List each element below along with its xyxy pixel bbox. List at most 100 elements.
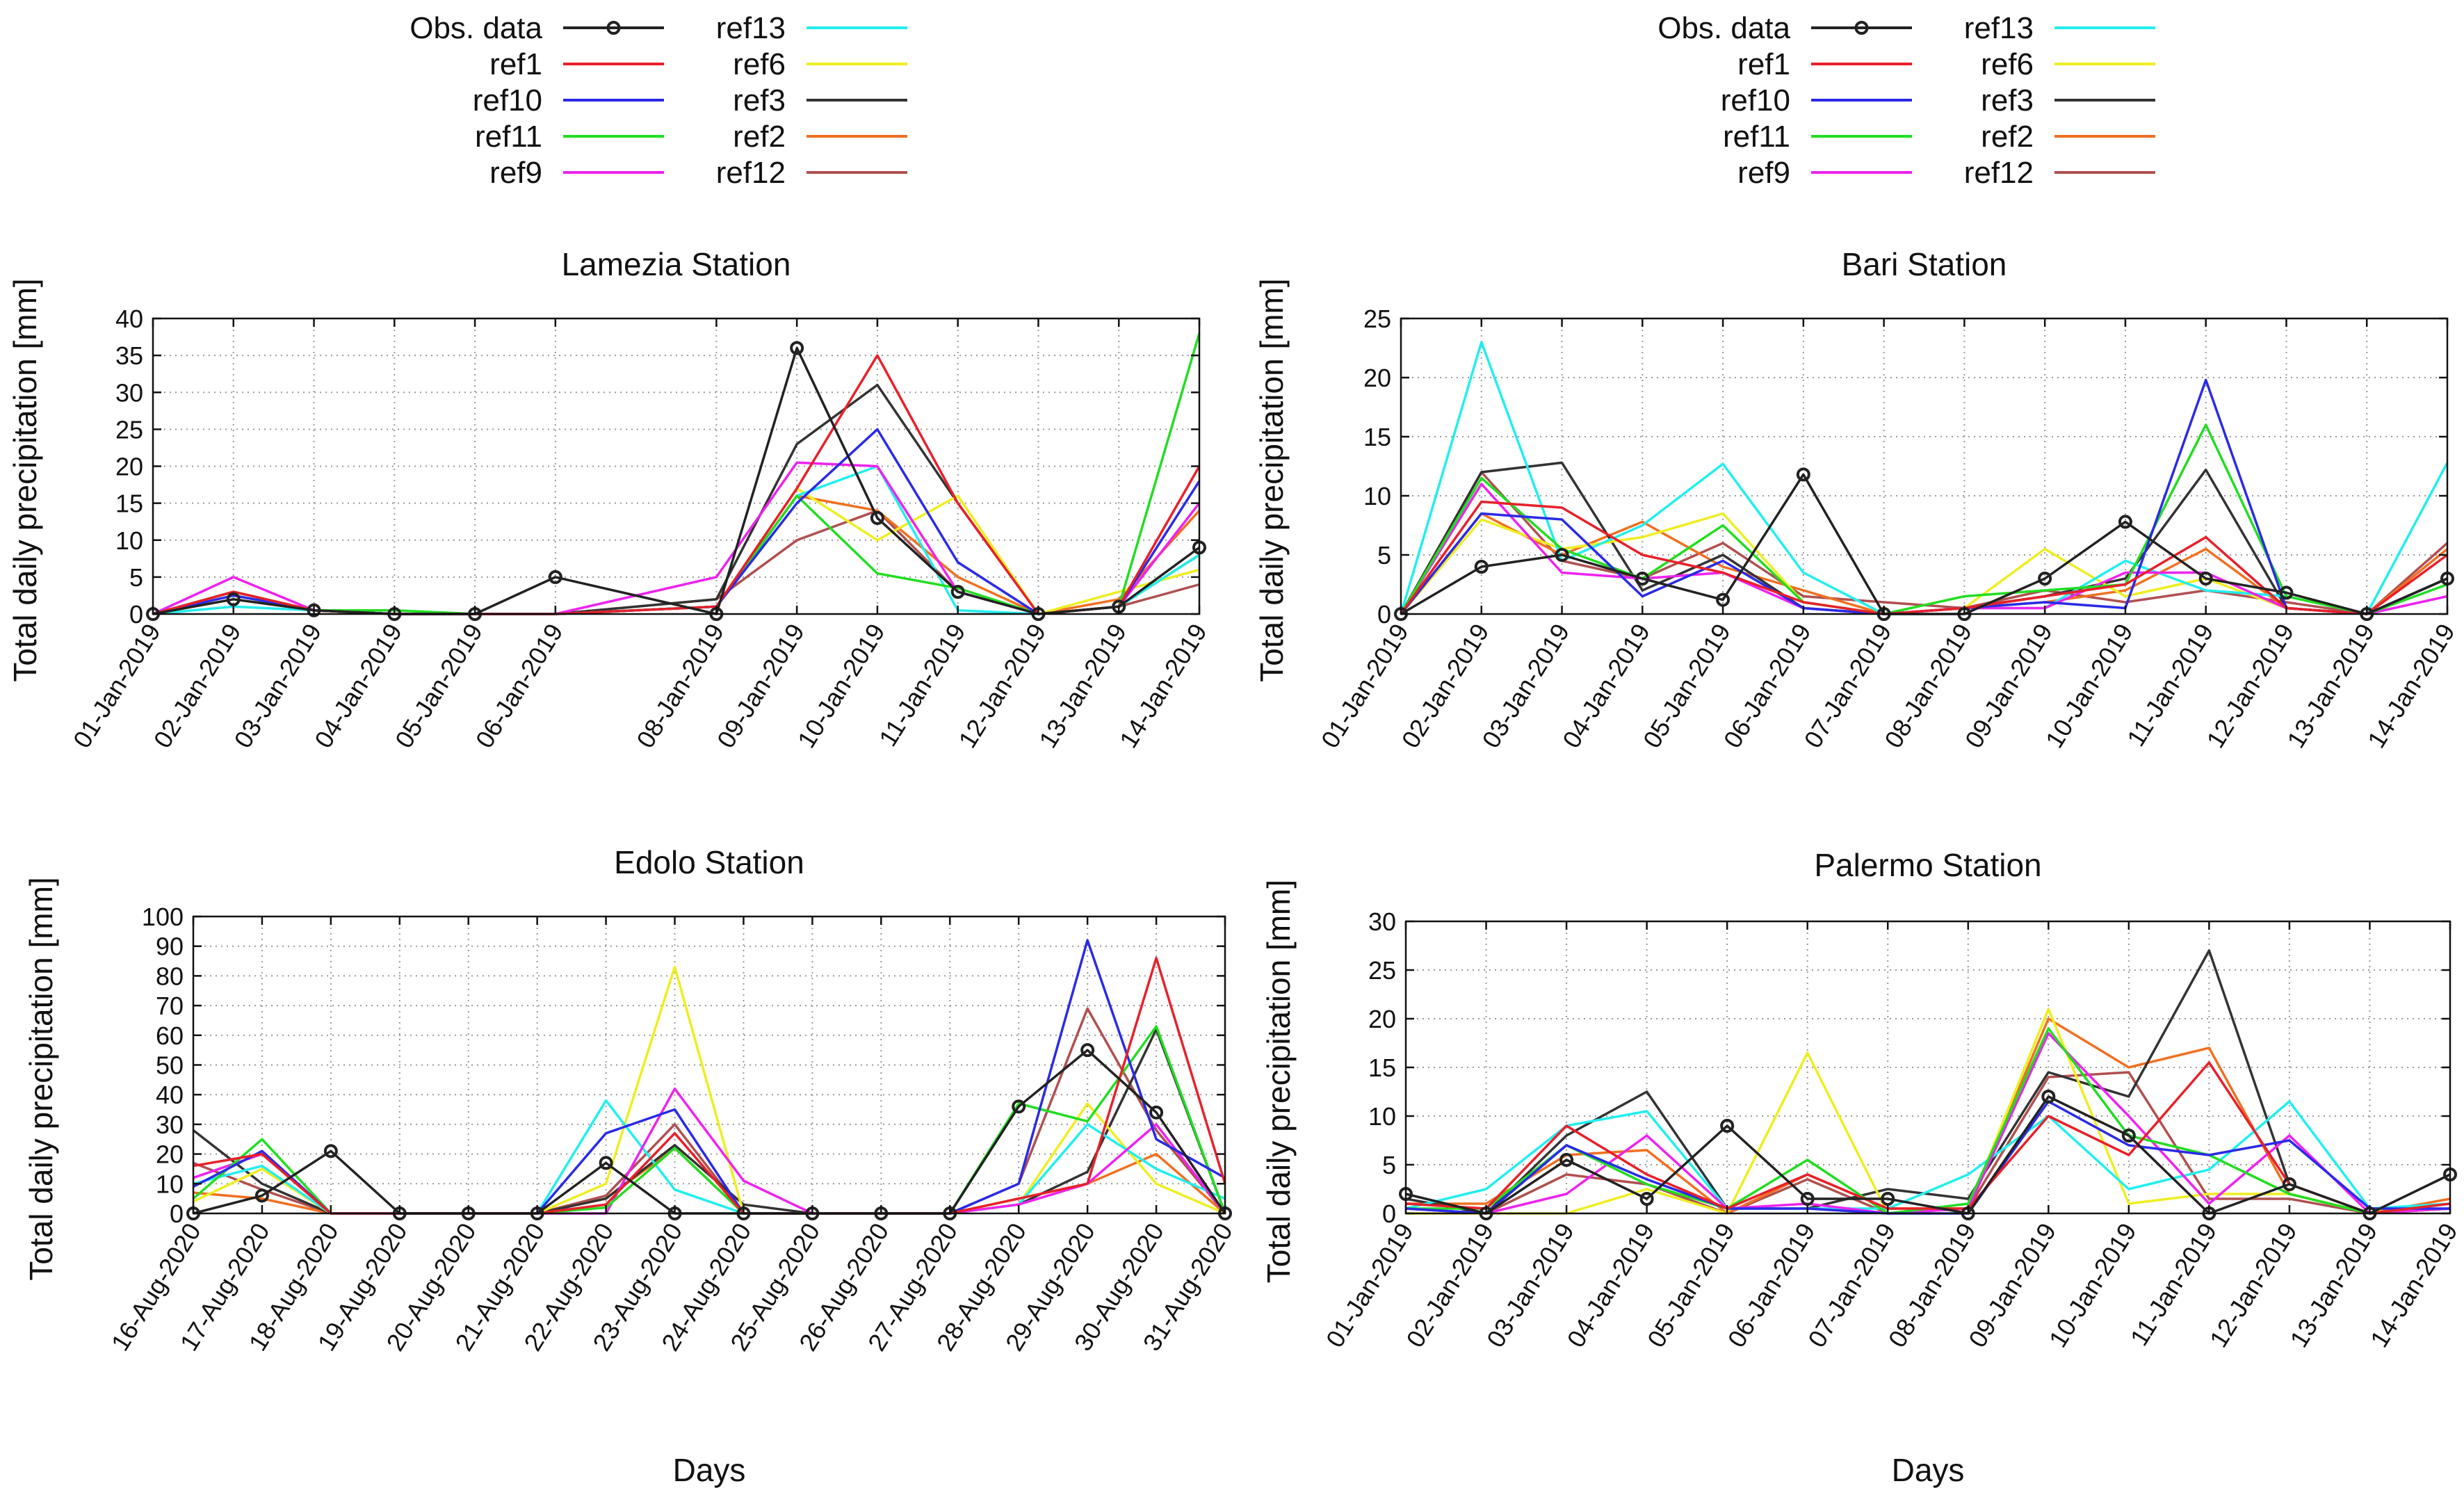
series-line-ref3 (1405, 949, 2451, 1215)
series-line-ref12 (152, 509, 1200, 615)
y-tick-label: 15 (1363, 423, 1391, 451)
y-tick-label: 30 (115, 378, 143, 407)
data-point-obs (870, 510, 884, 525)
chart-lamezia-station: 051015202530354001-Jan-201902-Jan-201903… (7, 246, 1213, 753)
legend-label-ref11: ref11 (1723, 120, 1790, 154)
y-tick-label: 10 (115, 526, 143, 555)
chart-title: Lamezia Station (562, 246, 791, 282)
data-point-obs (323, 1144, 338, 1158)
legend-label-ref1: ref1 (489, 47, 542, 81)
chart-title: Bari Station (1842, 246, 2007, 282)
legend-label-ref13: ref13 (1964, 11, 2034, 45)
data-point-obs (1635, 572, 1650, 586)
data-point-obs (599, 1156, 613, 1170)
y-tick-label: 40 (156, 1081, 184, 1109)
data-point-obs (1555, 548, 1569, 562)
data-point-obs (2118, 515, 2132, 529)
y-tick-label: 10 (156, 1170, 184, 1198)
y-tick-label: 10 (1363, 482, 1391, 510)
y-tick-label: 30 (1368, 907, 1396, 936)
data-point-obs (2282, 1177, 2296, 1191)
y-tick-label: 0 (129, 600, 143, 629)
series-line-ref12 (193, 1007, 1226, 1215)
series-line-ref11 (152, 332, 1201, 615)
data-point-obs (548, 570, 562, 584)
chart-bari-station: 051015202501-Jan-201902-Jan-201903-Jan-2… (1254, 246, 2461, 753)
y-tick-label: 30 (156, 1111, 184, 1139)
y-tick-label: 5 (129, 563, 143, 592)
y-tick-label: 35 (115, 341, 143, 370)
y-tick-label: 15 (115, 490, 143, 518)
y-tick-label: 100 (142, 903, 184, 931)
series-line-ref6 (152, 487, 1200, 615)
grid (153, 318, 1199, 614)
series-line-ref2 (152, 494, 1201, 615)
data-point-obs (2198, 572, 2213, 586)
series-line-ref2 (1400, 512, 2449, 615)
legend-label-ref9: ref9 (1737, 156, 1790, 190)
series-line-ref1 (152, 354, 1201, 615)
legend-label-ref3: ref3 (1981, 83, 2034, 118)
series-line-ref9 (193, 1087, 1226, 1215)
series-line-ref10 (1400, 378, 2448, 615)
grid (1401, 318, 2447, 614)
data-point-obs (307, 603, 321, 617)
y-axis-label: Total daily precipitation [mm] (1254, 278, 1290, 681)
plot-frame (1400, 317, 2449, 615)
data-point-obs (1720, 1119, 1735, 1133)
y-tick-label: 15 (1368, 1053, 1396, 1082)
legend-label-ref12: ref12 (716, 156, 786, 190)
data-point-obs (2038, 572, 2052, 586)
data-point-obs (1080, 1043, 1095, 1058)
series-group (1399, 949, 2457, 1220)
data-point-obs (1012, 1099, 1026, 1114)
series-group (1394, 341, 2454, 621)
series-line-ref13 (1405, 1100, 2451, 1210)
y-tick-label: 20 (156, 1140, 184, 1169)
y-tick-label: 80 (156, 962, 184, 990)
legend-label-ref12: ref12 (1964, 156, 2034, 190)
legend-label-ref1: ref1 (1737, 47, 1790, 81)
legend-marker-obs (1854, 21, 1869, 35)
y-axis-label: Total daily precipitation [mm] (23, 877, 59, 1280)
series-line-obs-data (152, 346, 1201, 615)
data-point-obs (1639, 1192, 1654, 1206)
data-point-obs (1559, 1153, 1574, 1167)
data-point-obs (2121, 1129, 2136, 1142)
y-tick-label: 60 (156, 1021, 184, 1050)
series-line-ref6 (1400, 512, 2448, 615)
y-tick-label: 0 (1382, 1200, 1396, 1228)
series-line-ref13 (1400, 341, 2449, 615)
y-tick-label: 20 (1363, 364, 1391, 392)
y-tick-label: 40 (115, 305, 143, 333)
data-point-obs (950, 585, 965, 599)
legend-label-ref6: ref6 (733, 47, 786, 81)
legend-label-obs-data: Obs. data (1657, 11, 1790, 45)
series-line-ref9 (1405, 1032, 2451, 1215)
data-point-obs (1800, 1192, 1815, 1206)
series-group (186, 939, 1232, 1220)
y-tick-label: 10 (1368, 1102, 1396, 1131)
legend-label-ref3: ref3 (733, 83, 786, 118)
data-point-obs (1149, 1105, 1164, 1120)
y-tick-label: 70 (156, 992, 184, 1020)
y-tick-label: 0 (1377, 600, 1391, 629)
y-tick-label: 90 (156, 932, 184, 961)
data-point-obs (1716, 592, 1731, 607)
x-axis-label: Days (1892, 1452, 1965, 1488)
y-axis-label: Total daily precipitation [mm] (1261, 880, 1297, 1283)
y-tick-label: 25 (1363, 305, 1391, 333)
legend-label-ref6: ref6 (1981, 47, 2034, 81)
chart-edolo-station: 010203040506070809010016-Aug-202017-Aug-… (23, 844, 1238, 1488)
legend-label-ref9: ref9 (489, 156, 542, 190)
series-line-ref3 (192, 1028, 1226, 1215)
data-point-obs (1881, 1192, 1895, 1206)
legend-label-ref11: ref11 (475, 120, 542, 154)
series-line-ref1 (1400, 500, 2449, 615)
y-tick-label: 5 (1382, 1151, 1396, 1179)
series-line-ref1 (1405, 1061, 2451, 1215)
data-point-obs (1796, 467, 1810, 482)
